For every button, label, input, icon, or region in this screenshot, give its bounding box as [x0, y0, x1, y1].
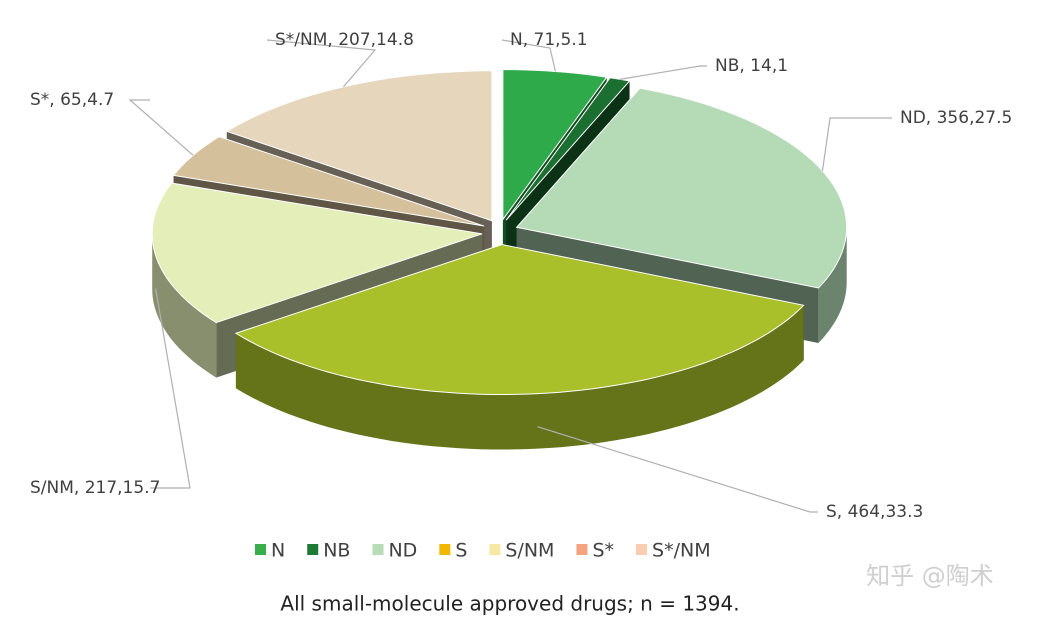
slice	[502, 69, 608, 222]
leader-line	[537, 426, 818, 513]
data-label: S*/NM, 207,14.8	[275, 30, 414, 50]
legend-label: N	[271, 540, 285, 562]
slice	[172, 136, 485, 227]
legend-swatch	[372, 544, 384, 555]
slice	[505, 77, 631, 221]
watermark: 知乎 @陶术	[866, 562, 994, 590]
leader-line	[150, 288, 191, 489]
leader-line	[128, 99, 194, 156]
slice	[234, 244, 805, 395]
data-label: ND, 356,27.5	[900, 108, 1012, 128]
legend-swatch	[489, 544, 501, 555]
slice	[515, 87, 848, 289]
legend-label: S*/NM	[652, 540, 711, 562]
legend-label: NB	[323, 540, 350, 562]
data-label: S, 464,33.3	[826, 502, 923, 522]
legend-swatch	[307, 544, 319, 555]
legend-swatch	[255, 544, 266, 555]
slice-side	[818, 227, 847, 343]
legend-label: S/NM	[505, 540, 554, 562]
legend-label: S*	[592, 540, 614, 562]
data-label: NB, 14,1	[715, 56, 788, 76]
legend-swatch	[576, 544, 588, 555]
leader-line	[266, 39, 377, 88]
leader-line	[501, 39, 557, 72]
slice-side	[235, 305, 804, 450]
pie	[151, 69, 848, 450]
slice	[151, 182, 483, 324]
data-label: N, 71,5.1	[510, 30, 588, 50]
slice-side	[152, 233, 217, 378]
legend-label: S	[455, 540, 467, 562]
legend-swatch	[439, 544, 451, 555]
slice	[225, 70, 493, 222]
legend-label: ND	[388, 540, 417, 562]
leader-line	[821, 117, 892, 171]
data-label: S/NM, 217,15.7	[30, 478, 160, 498]
legend-swatch	[636, 544, 648, 555]
leader-line	[619, 65, 707, 80]
caption: All small-molecule approved drugs; n = 1…	[280, 592, 739, 616]
data-label: S*, 65,4.7	[30, 90, 114, 110]
